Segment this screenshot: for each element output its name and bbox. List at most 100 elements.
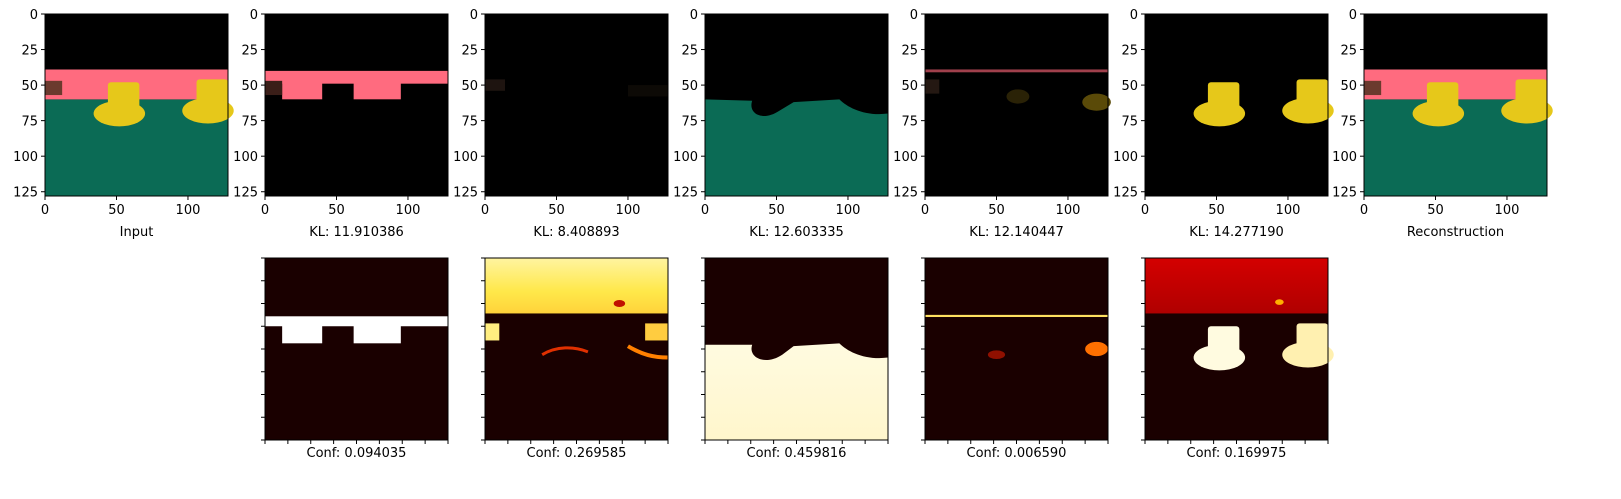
y-tick-label: 100 <box>1113 150 1138 165</box>
mask-edge <box>541 346 589 356</box>
x-tick-label: 0 <box>261 203 269 218</box>
axes-frame <box>44 13 229 197</box>
y-tick-label: 100 <box>893 150 918 165</box>
mask-high <box>353 324 401 344</box>
panel-label: KL: 12.140447 <box>969 225 1064 240</box>
panel-image <box>925 14 1111 196</box>
y-tick-label: 50 <box>1340 79 1357 94</box>
x-tick-label: 100 <box>176 203 201 218</box>
mask-high <box>485 323 500 341</box>
axes-frame <box>704 13 889 197</box>
panel-label: Conf: 0.094035 <box>307 446 407 461</box>
y-tick-label: 25 <box>241 44 258 59</box>
panel-label: Conf: 0.169975 <box>1187 446 1287 461</box>
panel-image <box>485 14 668 196</box>
mask-high <box>282 324 323 344</box>
object-brown-left <box>45 80 63 96</box>
panel-image <box>1145 14 1334 196</box>
x-tick-label: 0 <box>921 203 929 218</box>
x-tick-label: 100 <box>1495 203 1520 218</box>
y-tick-label: 125 <box>1332 186 1357 201</box>
y-tick-label: 0 <box>30 8 38 23</box>
y-tick-label: 25 <box>681 44 698 59</box>
panel-label: KL: 14.277190 <box>1189 225 1284 240</box>
panel-image <box>265 258 448 440</box>
x-tick-label: 100 <box>836 203 861 218</box>
y-tick-label: 125 <box>673 186 698 201</box>
mask-spot <box>1275 299 1284 305</box>
x-tick-label: 50 <box>328 203 345 218</box>
y-tick-label: 75 <box>461 115 478 130</box>
y-tick-label: 125 <box>893 186 918 201</box>
mask-low <box>925 258 1108 440</box>
panel-background <box>925 14 1108 196</box>
y-tick-label: 100 <box>1332 150 1357 165</box>
pink-band <box>265 70 448 84</box>
y-tick-label: 25 <box>901 44 918 59</box>
panel-label: Conf: 0.459816 <box>747 446 847 461</box>
x-tick-label: 50 <box>1427 203 1444 218</box>
panel-image <box>925 258 1108 440</box>
y-tick-label: 50 <box>681 79 698 94</box>
y-tick-label: 50 <box>901 79 918 94</box>
mask-spot <box>987 350 1006 359</box>
y-tick-label: 125 <box>233 186 258 201</box>
x-tick-label: 50 <box>988 203 1005 218</box>
y-tick-label: 100 <box>13 150 38 165</box>
y-tick-label: 75 <box>21 115 38 130</box>
y-tick-label: 50 <box>21 79 38 94</box>
axes-frame <box>924 13 1109 197</box>
x-tick-label: 50 <box>548 203 565 218</box>
duck-body <box>182 97 234 124</box>
mask-spot <box>1085 341 1108 357</box>
x-tick-label: 0 <box>41 203 49 218</box>
x-tick-label: 0 <box>701 203 709 218</box>
faint-object <box>925 79 940 94</box>
wall-edge <box>925 69 1108 73</box>
y-tick-label: 75 <box>901 115 918 130</box>
duck-body <box>1193 100 1246 127</box>
panel-label: KL: 8.408893 <box>533 225 619 240</box>
mask-low <box>265 258 448 440</box>
panel-label: Conf: 0.269585 <box>527 446 627 461</box>
axes-frame <box>1144 13 1329 197</box>
x-tick-label: 0 <box>1141 203 1149 218</box>
panel-image <box>705 258 888 440</box>
x-tick-label: 0 <box>481 203 489 218</box>
y-tick-label: 25 <box>1340 44 1357 59</box>
floor-region <box>705 99 888 196</box>
x-tick-label: 100 <box>1056 203 1081 218</box>
mask-high <box>645 323 668 341</box>
faint-object <box>485 79 506 91</box>
y-tick-label: 0 <box>470 8 478 23</box>
axes-frame <box>1363 13 1548 197</box>
x-tick-label: 100 <box>396 203 421 218</box>
duck-body <box>1412 100 1465 127</box>
shadow-left <box>265 80 283 96</box>
panel-image <box>705 14 888 196</box>
x-tick-label: 100 <box>616 203 641 218</box>
x-tick-label: 50 <box>108 203 125 218</box>
y-tick-label: 125 <box>13 186 38 201</box>
axes-frame <box>264 13 449 197</box>
duck-body <box>93 100 146 127</box>
x-tick-label: 0 <box>1360 203 1368 218</box>
pink-block <box>353 80 401 100</box>
y-tick-label: 0 <box>250 8 258 23</box>
panel-label: Input <box>120 225 154 240</box>
axes-frame <box>484 13 669 197</box>
y-tick-label: 50 <box>241 79 258 94</box>
mask-mid <box>1145 258 1328 314</box>
y-tick-label: 0 <box>690 8 698 23</box>
panel-label: KL: 11.910386 <box>309 225 404 240</box>
y-tick-label: 25 <box>461 44 478 59</box>
y-tick-label: 0 <box>1349 8 1357 23</box>
y-tick-label: 125 <box>453 186 478 201</box>
panel-label: Reconstruction <box>1407 225 1504 240</box>
y-tick-label: 25 <box>1121 44 1138 59</box>
y-tick-label: 100 <box>233 150 258 165</box>
panel-image <box>485 258 669 440</box>
pink-block <box>282 80 323 100</box>
mask-high <box>485 258 668 314</box>
